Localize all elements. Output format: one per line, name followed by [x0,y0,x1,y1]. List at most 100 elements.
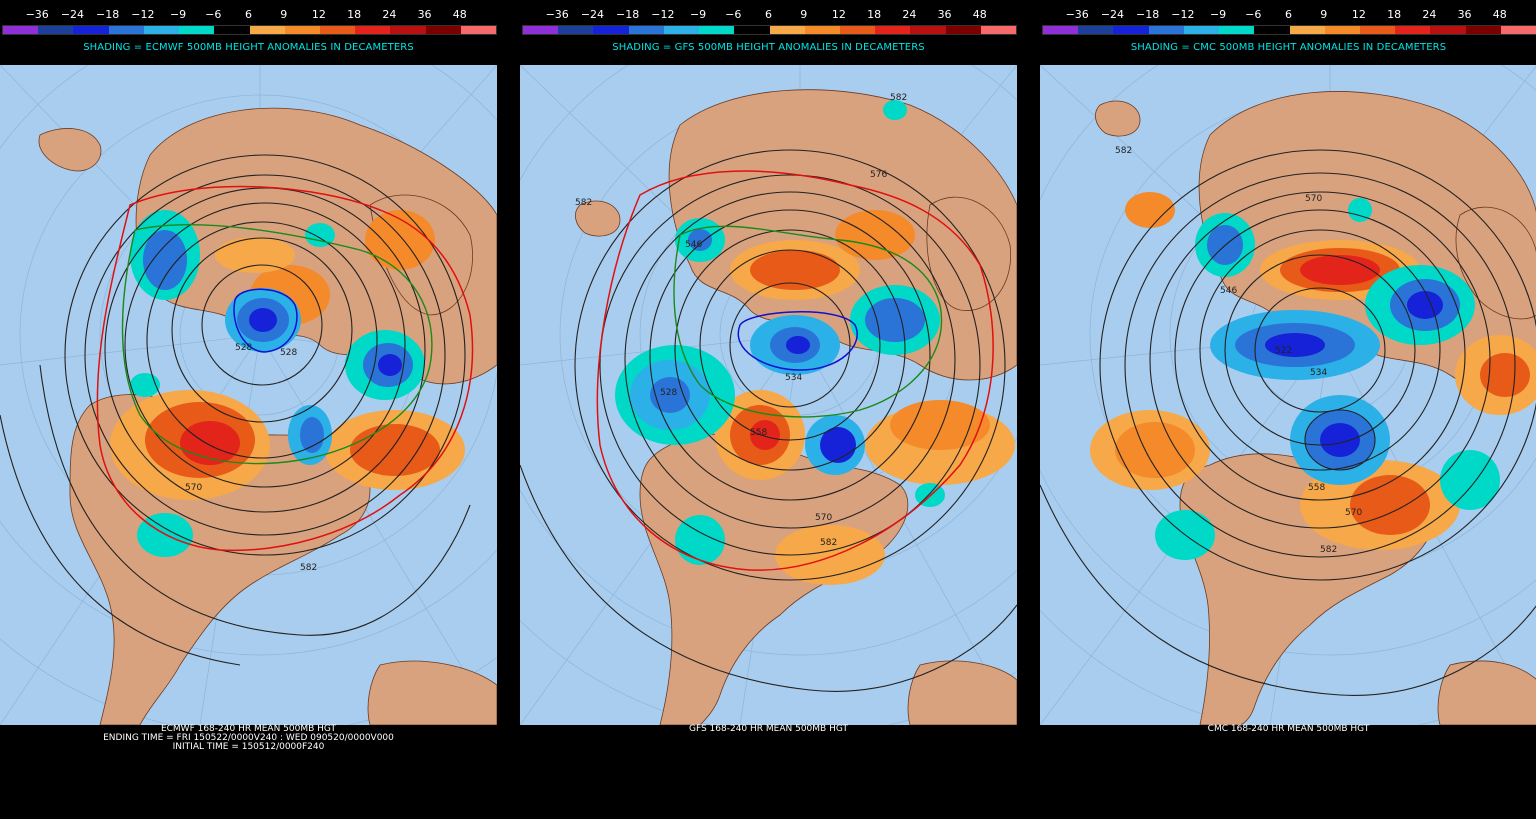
footer-line: INITIAL TIME = 150512/0000F240 [172,742,325,752]
contour-label: 534 [785,373,802,383]
scale-tick-labels: −36 −24 −18 −12 −9 −6 6 9 12 18 24 36 48 [520,8,1017,22]
scale-swatch [593,26,629,34]
scale-tick-label: −36 [1065,8,1089,21]
scale-swatch [804,26,840,34]
scale-tick-label: 9 [1320,8,1328,21]
scale-color-bar [2,25,497,35]
contour-label: 546 [1220,286,1237,296]
scale-swatch [1254,26,1290,34]
negative-anomalies [130,210,425,557]
positive-anomalies [715,210,1015,585]
scale-swatch [1359,26,1396,34]
negative-anomalies [615,100,945,565]
scale-tick-label: 12 [1351,8,1366,21]
scale-swatch [1219,26,1255,34]
scale-swatch [1465,26,1501,34]
scale-tick-labels: −36 −24 −18 −12 −9 −6 6 9 12 18 24 36 48 [1040,8,1536,22]
contour-label: 528 [660,388,677,398]
scale-swatch [1395,26,1431,34]
scale-swatch [628,26,664,34]
scale-tick-label: 6 [245,8,252,21]
contour-label: 582 [820,538,837,548]
contour-label: 522 [1275,346,1292,356]
scale-tick-label: 48 [1492,8,1507,21]
scale-tick-label: 48 [972,8,987,21]
ecmwf-map: 528 528 570 582 [0,65,497,725]
scale-swatch [143,26,180,34]
scale-tick-label: 48 [452,8,467,21]
footer-line: ENDING TIME = FRI 150522/0000V240 : WED … [103,733,394,743]
scale-swatch [875,26,911,34]
scale-tick-label: 9 [280,8,288,21]
scale-tick-label: 24 [1422,8,1437,21]
contour-label-group: 582 582 576 546 528 534 558 570 582 [575,93,907,548]
scale-swatch [214,26,250,34]
scale-tick-label: −9 [689,8,707,21]
scale-tick-label: −12 [651,8,675,21]
scale-swatch [1500,26,1536,34]
ecmwf-footer: ECMWF 168-240 HR MEAN 500MB HGT ENDING T… [0,725,497,752]
contour-546 [673,225,943,418]
contour-label: 570 [1305,194,1322,204]
footer-line: GFS 168-240 HR MEAN 500MB HGT [688,724,848,734]
anomaly-color-scale: −36 −24 −18 −12 −9 −6 6 9 12 18 24 36 48 [1040,0,1536,36]
scale-tick-label: 12 [311,8,326,21]
contour-label: 570 [1345,508,1362,518]
scale-tick-label: 9 [800,8,808,21]
negative-anomalies [1155,198,1500,560]
scale-tick-label: 24 [382,8,397,21]
scale-swatch [1043,26,1079,34]
shading-label: SHADING = CMC 500MB HEIGHT ANOMALIES IN … [1130,42,1447,53]
scale-tick-label: 24 [902,8,917,21]
scale-swatch [769,26,805,34]
footer-line: ECMWF 168-240 HR MEAN 500MB HGT [160,724,337,734]
cmc-map: 582 570 546 522 534 558 570 582 [1040,65,1536,725]
scale-tick-label: −12 [131,8,155,21]
scale-swatch [945,26,981,34]
contour-label-group: 582 570 546 522 534 558 570 582 [1115,146,1362,555]
height-contours [1040,149,1536,696]
scale-tick-labels: −36 −24 −18 −12 −9 −6 6 9 12 18 24 36 48 [0,8,497,22]
scale-tick-label: −6 [725,8,742,21]
scale-tick-label: −6 [1245,8,1262,21]
contour-label: 582 [890,93,907,103]
scale-tick-label: −9 [1209,8,1227,21]
scale-swatch [425,26,461,34]
footer-line: CMC 168-240 HR MEAN 500MB HGT [1207,724,1370,734]
contour-label: 582 [1115,146,1132,156]
scale-tick-label: 36 [417,8,432,21]
scale-swatch [1289,26,1325,34]
scale-tick-label: 6 [765,8,772,21]
gfs-map: 582 582 576 546 528 534 558 570 582 [520,65,1017,725]
anomaly-color-scale: −36 −24 −18 −12 −9 −6 6 9 12 18 24 36 48 [520,0,1017,36]
scale-swatch [839,26,876,34]
contour-570 [596,170,994,571]
scale-tick-label: −24 [1100,8,1125,21]
contour-546 [121,223,433,465]
contour-label: 576 [870,170,887,180]
scale-tick-label: 36 [937,8,952,21]
scale-swatch [980,26,1017,34]
contour-label: 534 [1310,368,1327,378]
contour-label: 582 [1320,545,1337,555]
scale-swatch [284,26,320,34]
scale-tick-label: −24 [60,8,85,21]
contour-570 [96,185,474,552]
contour-label-group: 528 528 570 582 [185,343,317,573]
scale-tick-label: −24 [580,8,605,21]
scale-swatch [390,26,426,34]
scale-tick-label: −9 [169,8,187,21]
contour-label: 558 [1308,483,1325,493]
scale-swatch [734,26,770,34]
scale-tick-label: −18 [1136,8,1160,21]
scale-tick-label: 6 [1285,8,1292,21]
scale-tick-label: −18 [616,8,640,21]
scale-tick-label: −12 [1171,8,1195,21]
scale-color-bar [522,25,1017,35]
scale-swatch [355,26,391,34]
scale-swatch [38,26,74,34]
contour-534 [737,311,858,371]
scale-swatch [3,26,39,34]
scale-swatch [663,26,700,34]
scale-swatch [319,26,356,34]
